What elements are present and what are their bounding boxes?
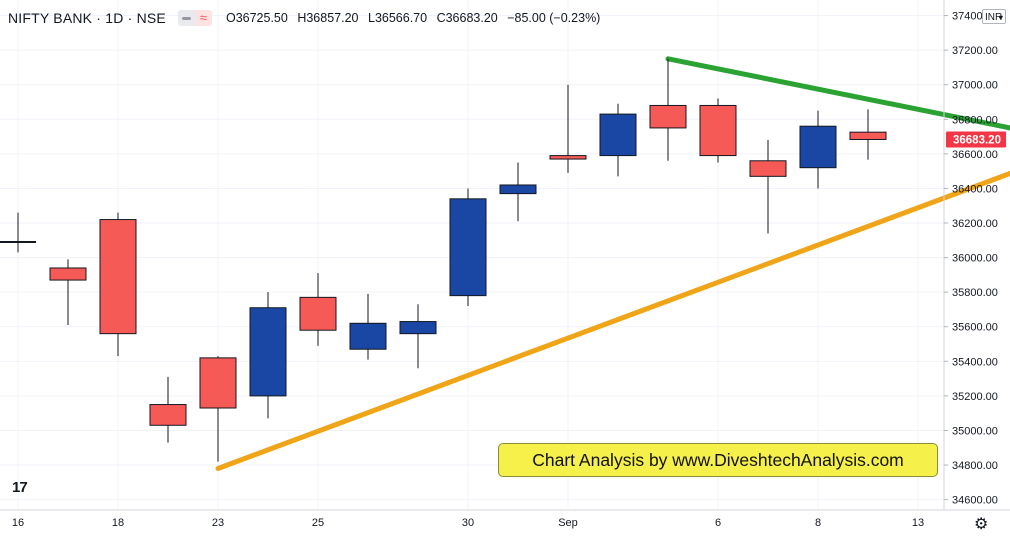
candle (449, 188, 487, 306)
candle (699, 98, 737, 163)
candle (849, 109, 887, 160)
price-tick-label: 35600.00 (952, 322, 998, 334)
price-tick-label: 36200.00 (952, 218, 998, 230)
candle-body (499, 184, 537, 195)
last-price-text: 36683.20 (953, 134, 1001, 146)
gear-icon[interactable]: ⚙ (974, 516, 989, 533)
price-tick-label: 36000.00 (952, 253, 998, 265)
price-tick-label: 36600.00 (952, 149, 998, 161)
close-value: 36683.20 (445, 11, 498, 25)
candle (349, 293, 387, 360)
tradingview-logo[interactable]: 17 (12, 479, 28, 496)
candle (549, 84, 587, 173)
candle-body (599, 113, 637, 157)
time-tick-label: 6 (715, 517, 721, 529)
time-axis[interactable]: 16 18 23 25 30 Sep 6 8 13 (0, 509, 1010, 529)
candle (649, 58, 687, 161)
time-tick-label: 13 (912, 517, 924, 529)
change-value: −85.00 (−0.23%) (507, 11, 601, 25)
price-tick-label: 36800.00 (952, 114, 998, 126)
price-tick-label: 34600.00 (952, 495, 998, 507)
candle-body (149, 404, 187, 426)
price-tick-label: 36400.00 (952, 183, 998, 195)
price-tick-label: 35200.00 (952, 391, 998, 403)
candle-body (549, 155, 587, 160)
time-tick-label: Sep (558, 517, 578, 529)
compare-icon[interactable]: ≈ (194, 10, 212, 26)
candle-body (99, 219, 137, 335)
candle-body (699, 104, 737, 157)
time-tick-label: 25 (312, 517, 324, 529)
time-tick-label: 18 (112, 517, 124, 529)
trendlines (215, 56, 1010, 472)
candle (49, 259, 87, 326)
price-tick-label: 35400.00 (952, 356, 998, 368)
time-tick-label: 16 (12, 517, 24, 529)
candle (99, 212, 137, 357)
candle-body (399, 321, 437, 335)
trendline-resistance (665, 56, 1010, 131)
candle-body (349, 322, 387, 350)
price-tick-label: 35000.00 (952, 425, 998, 437)
low-value: 36566.70 (374, 11, 428, 25)
candle (799, 110, 837, 189)
time-tick-label: 23 (212, 517, 224, 529)
candles (0, 58, 887, 462)
price-tick-label: 34800.00 (952, 460, 998, 472)
candle-body (649, 104, 687, 129)
grid-lines (0, 0, 944, 510)
open-value: 36725.50 (235, 11, 288, 25)
candle-body (849, 131, 887, 140)
chart-legend: NIFTY BANK · 1D · NSE ≈ O36725.50 H36857… (8, 7, 606, 29)
candle-body (749, 160, 787, 177)
candle-body (799, 125, 837, 169)
candle (299, 273, 337, 346)
candle-body (249, 307, 287, 397)
minus-icon[interactable] (177, 10, 195, 26)
candle-body (199, 357, 237, 409)
currency-select[interactable]: INR ▾ (982, 9, 1006, 24)
price-tick-label: 37200.00 (952, 45, 998, 57)
candle (749, 140, 787, 234)
price-tick-label: 37000.00 (952, 80, 998, 92)
candle (399, 304, 437, 369)
last-price-label: 36683.20 (946, 131, 1006, 148)
time-tick-label: 30 (462, 517, 474, 529)
price-axis[interactable]: 34600.00 34800.00 35000.00 35200.00 35400.00… (943, 0, 998, 510)
price-tick-label: 35800.00 (952, 287, 998, 299)
symbol-title[interactable]: NIFTY BANK · 1D · NSE (8, 10, 166, 26)
candle (499, 162, 537, 222)
trendline-support (215, 170, 1010, 472)
time-tick-label: 8 (815, 517, 821, 529)
candle (599, 103, 637, 177)
last-price-box (946, 131, 1006, 148)
high-value: 36857.20 (306, 11, 359, 25)
candle (0, 212, 36, 253)
candle-body (449, 198, 487, 297)
chevron-down-icon: ▾ (998, 13, 1003, 22)
legend-badges[interactable]: ≈ (177, 10, 212, 26)
candle (149, 376, 187, 443)
watermark-banner: Chart Analysis by www.DiveshtechAnalysis… (498, 443, 938, 477)
candle-body (299, 296, 337, 331)
candle (249, 292, 287, 419)
candle-body (49, 267, 87, 281)
candle (199, 356, 237, 462)
ohlc-values: O36725.50 H36857.20 L36566.70 C36683.20 … (225, 11, 601, 25)
